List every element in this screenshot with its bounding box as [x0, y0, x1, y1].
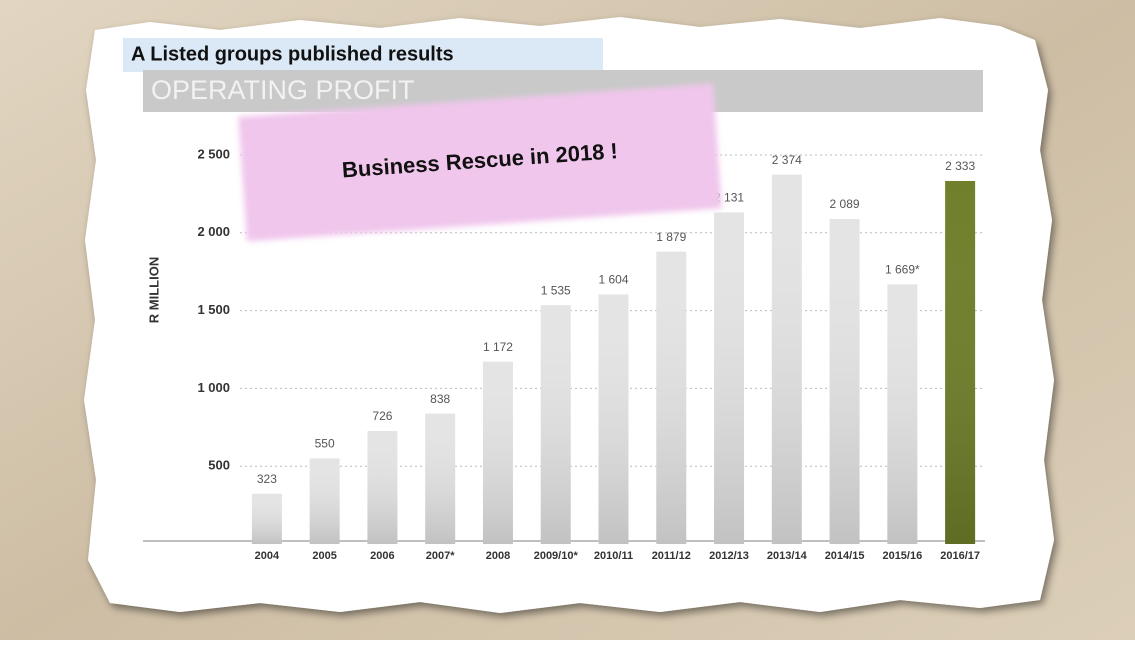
header-box	[123, 38, 603, 72]
data-label: 1 172	[483, 340, 513, 354]
data-label: 2 089	[830, 197, 860, 211]
x-tick-label: 2013/14	[767, 550, 808, 562]
x-tick-label: 2009/10*	[534, 550, 579, 562]
data-label: 1 604	[598, 273, 628, 287]
y-tick-label: 2 000	[197, 224, 230, 239]
bar-shade	[425, 413, 456, 544]
x-tick-label: 2007*	[426, 550, 455, 562]
annotation-box	[238, 83, 722, 242]
data-label: 1 669*	[885, 262, 920, 276]
bar-shade	[771, 174, 802, 545]
x-tick-label: 2015/16	[882, 550, 922, 562]
x-tick-label: 2008	[486, 550, 510, 562]
bar-shade	[367, 431, 398, 544]
bar-shade	[714, 212, 745, 545]
x-tick-label: 2012/13	[709, 550, 749, 562]
bar-shade	[540, 305, 571, 544]
data-label: 1 879	[656, 230, 686, 244]
x-tick-label: 2016/17	[940, 550, 980, 562]
chart-title: OPERATING PROFIT	[151, 75, 415, 105]
bar-shade	[829, 218, 860, 544]
x-tick-label: 2011/12	[652, 550, 691, 562]
bar-shade	[251, 493, 282, 544]
bar-shade	[945, 180, 976, 544]
y-tick-label: 1 000	[197, 380, 230, 395]
data-label: 2 333	[945, 159, 975, 173]
data-label: 726	[372, 409, 392, 423]
x-tick-label: 2014/15	[825, 550, 865, 562]
x-tick-label: 2004	[255, 550, 280, 562]
y-axis-label: R MILLION	[146, 257, 161, 323]
header-title: A Listed groups published results	[131, 43, 454, 65]
bar-shade	[887, 284, 918, 544]
bar-shade	[598, 294, 629, 544]
x-tick-label: 2005	[312, 550, 336, 562]
data-label: 323	[257, 472, 277, 486]
data-label: 2 374	[772, 153, 802, 167]
data-label: 2 131	[714, 191, 744, 205]
data-label: 838	[430, 392, 450, 406]
data-label: 1 535	[541, 283, 571, 297]
x-tick-label: 2006	[370, 550, 394, 562]
x-tick-label: 2010/11	[594, 550, 633, 562]
bar-shade	[656, 251, 687, 544]
bar-shade	[482, 361, 513, 544]
y-tick-label: 500	[208, 458, 230, 473]
y-tick-label: 1 500	[197, 302, 230, 317]
bar-shade	[309, 458, 340, 544]
data-label: 550	[315, 437, 335, 451]
y-tick-label: 2 500	[197, 146, 230, 161]
